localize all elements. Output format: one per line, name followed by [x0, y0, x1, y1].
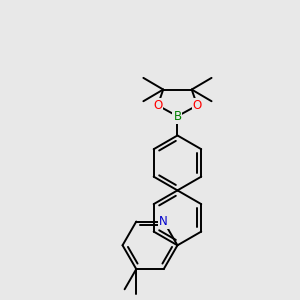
- Text: O: O: [153, 99, 162, 112]
- Text: B: B: [173, 110, 181, 123]
- Text: O: O: [193, 99, 202, 112]
- Text: N: N: [159, 215, 168, 228]
